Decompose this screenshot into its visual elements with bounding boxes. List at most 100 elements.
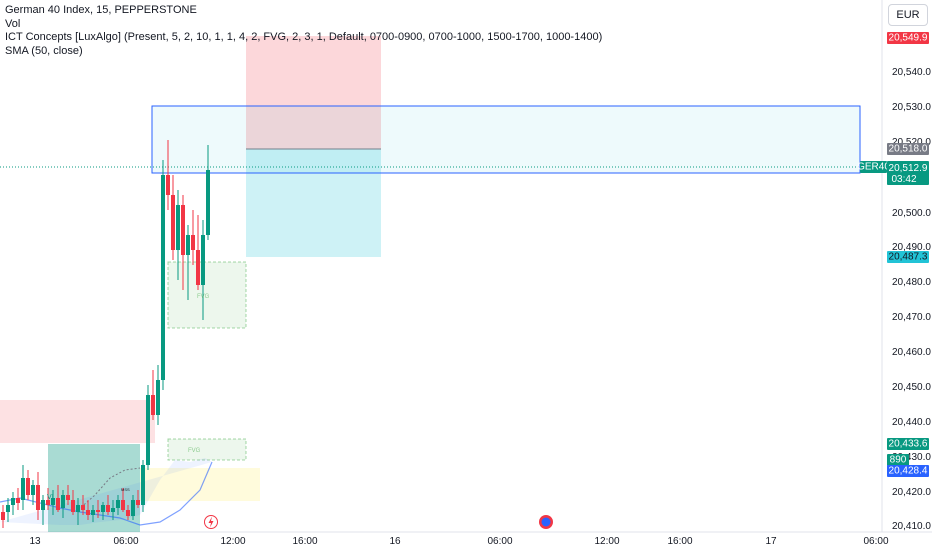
candle-body (106, 505, 110, 512)
price-badge-fvg: 20,433.6 (887, 438, 929, 450)
price-badge-current (887, 161, 929, 185)
candle-body (96, 510, 100, 512)
candle-body (21, 478, 25, 500)
currency-button[interactable]: EUR (888, 4, 928, 26)
countdown-timer: 03:42 (891, 174, 916, 185)
time-axis[interactable]: 13 06:00 12:00 16:00 16 06:00 12:00 16:00 17 06:0… (29, 536, 889, 547)
candle-body (161, 175, 165, 380)
breaker-box (151, 105, 861, 174)
candle-body (31, 485, 35, 495)
economic-event-icon[interactable] (539, 515, 553, 529)
fvg-zone-upper (167, 261, 247, 329)
mss-line (77, 467, 141, 511)
price-tick-label: 20,410.0 (892, 521, 931, 532)
svg-text:890: 890 (890, 455, 907, 466)
time-tick-label: 16:00 (667, 536, 692, 547)
candle-body (116, 500, 120, 508)
price-badge-sma: 20,428.4 (887, 465, 929, 477)
sma-indicator-label[interactable]: SMA (50, close) (5, 44, 83, 57)
order-block-zone-red (0, 400, 155, 443)
candle-body (26, 478, 30, 495)
price-tick-label: 20,420.0 (892, 487, 931, 498)
risk-zone-stop (246, 36, 381, 149)
candle-body (86, 510, 90, 515)
price-tick-label: 20,480.0 (892, 277, 931, 288)
reward-zone-target (246, 149, 381, 257)
svg-text:GER40: GER40 (857, 162, 890, 173)
volume-indicator-label[interactable]: Vol (5, 17, 21, 30)
candle-body (36, 485, 40, 510)
time-tick-label: 06:00 (487, 536, 512, 547)
time-tick-label: 06:00 (113, 536, 138, 547)
candle-body (146, 395, 150, 465)
candle-body (16, 498, 20, 503)
session-zone-yellow (140, 468, 260, 501)
price-tick-label: 20,460.0 (892, 347, 931, 358)
vi-label: VI (47, 494, 54, 501)
svg-text:20,487.3: 20,487.3 (889, 252, 928, 263)
candle-body (186, 235, 190, 255)
ict-indicator-label[interactable]: ICT Concepts [LuxAlgo] (Present, 5, 2, 1… (5, 31, 603, 43)
svg-text:20,518.0: 20,518.0 (889, 144, 928, 155)
price-tick-label: 20,540.0 (892, 67, 931, 78)
symbol-title[interactable]: German 40 Index, 15, PEPPERSTONE (5, 4, 197, 16)
candle-body (6, 505, 10, 512)
candle-body (41, 500, 45, 510)
candle-body (76, 505, 80, 512)
time-tick-label: 17 (765, 536, 777, 547)
candle-body (66, 495, 70, 500)
candle-body (1, 512, 5, 520)
price-badge-target: 20,487.3 (887, 251, 929, 263)
price-tick-label: 20,530.0 (892, 102, 931, 113)
candle-body (131, 500, 135, 516)
candle-body (166, 175, 170, 195)
svg-text:20,433.6: 20,433.6 (889, 439, 928, 450)
candle-body (181, 205, 185, 255)
time-tick-label: 16 (389, 536, 401, 547)
candle-body (111, 508, 115, 512)
price-tick-label: 20,520.0 (892, 137, 931, 148)
candle-body (81, 505, 85, 510)
candle-body (51, 498, 55, 505)
candle-body (91, 510, 95, 515)
svg-text:20,428.4: 20,428.4 (889, 466, 928, 477)
candle-body (56, 498, 60, 510)
price-tick-label: 20,490.0 (892, 242, 931, 253)
chart-legend: German 40 Index, 15, PEPPERSTONE Vol ICT… (5, 4, 602, 58)
candle-body (136, 500, 140, 505)
price-badge-entry: 20,518.0 (887, 143, 929, 155)
price-tick-label: 20,500.0 (892, 208, 931, 219)
symbol-badge: GER40 (857, 161, 890, 173)
price-badge-high: 20,549.9 (887, 32, 929, 44)
candle-body (141, 465, 145, 505)
candle-body (61, 495, 65, 508)
candle-body (156, 380, 160, 415)
fvg-label-lower: FVG (188, 448, 201, 454)
current-price-value: 20,512.9 (889, 163, 928, 174)
time-tick-label: 16:00 (292, 536, 317, 547)
mss-label: MSS (121, 487, 130, 492)
fvg-zone-lower (167, 438, 247, 461)
candle-body (151, 395, 155, 415)
candle-body (196, 250, 200, 285)
price-axis[interactable]: 20,540.0 20,530.0 20,520.0 20,500.0 20,490.0… (892, 67, 931, 532)
candle-body (171, 195, 175, 250)
time-tick-label: 06:00 (863, 536, 888, 547)
price-tick-label: 20,430.0 (892, 452, 931, 463)
price-tick-label: 20,450.0 (892, 382, 931, 393)
candle-body (101, 505, 105, 512)
candle-body (126, 510, 130, 516)
candle-body (11, 498, 15, 505)
lightning-icon[interactable] (204, 515, 218, 529)
candle-body (191, 235, 195, 250)
candle-body (121, 500, 125, 510)
time-tick-label: 12:00 (220, 536, 245, 547)
candle-body (206, 170, 210, 235)
time-tick-label: 12:00 (594, 536, 619, 547)
time-tick-label: 13 (29, 536, 41, 547)
candle-body (46, 500, 50, 505)
candle-body (176, 205, 180, 250)
price-tick-label: 20,470.0 (892, 312, 931, 323)
